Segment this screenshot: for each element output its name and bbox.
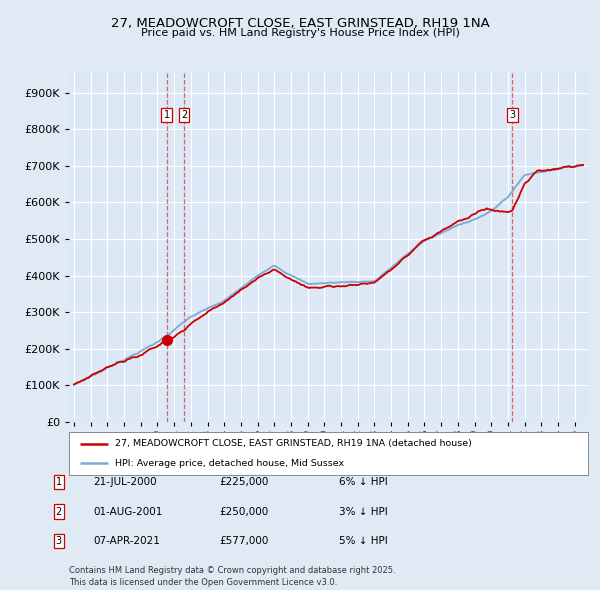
Text: £577,000: £577,000 bbox=[219, 536, 268, 546]
Text: 27, MEADOWCROFT CLOSE, EAST GRINSTEAD, RH19 1NA (detached house): 27, MEADOWCROFT CLOSE, EAST GRINSTEAD, R… bbox=[115, 440, 472, 448]
Text: 3: 3 bbox=[56, 536, 62, 546]
Text: 3% ↓ HPI: 3% ↓ HPI bbox=[339, 507, 388, 516]
Text: 01-AUG-2001: 01-AUG-2001 bbox=[93, 507, 163, 516]
Text: 3: 3 bbox=[509, 110, 515, 120]
Text: 1: 1 bbox=[164, 110, 170, 120]
Text: 21-JUL-2000: 21-JUL-2000 bbox=[93, 477, 157, 487]
Text: 1: 1 bbox=[56, 477, 62, 487]
Text: Price paid vs. HM Land Registry's House Price Index (HPI): Price paid vs. HM Land Registry's House … bbox=[140, 28, 460, 38]
Text: 2: 2 bbox=[181, 110, 187, 120]
Text: 2: 2 bbox=[56, 507, 62, 516]
Text: 27, MEADOWCROFT CLOSE, EAST GRINSTEAD, RH19 1NA: 27, MEADOWCROFT CLOSE, EAST GRINSTEAD, R… bbox=[110, 17, 490, 30]
Text: 5% ↓ HPI: 5% ↓ HPI bbox=[339, 536, 388, 546]
Text: £250,000: £250,000 bbox=[219, 507, 268, 516]
Text: Contains HM Land Registry data © Crown copyright and database right 2025.
This d: Contains HM Land Registry data © Crown c… bbox=[69, 566, 395, 587]
Text: HPI: Average price, detached house, Mid Sussex: HPI: Average price, detached house, Mid … bbox=[115, 459, 344, 468]
Text: 07-APR-2021: 07-APR-2021 bbox=[93, 536, 160, 546]
Text: 6% ↓ HPI: 6% ↓ HPI bbox=[339, 477, 388, 487]
Text: £225,000: £225,000 bbox=[219, 477, 268, 487]
